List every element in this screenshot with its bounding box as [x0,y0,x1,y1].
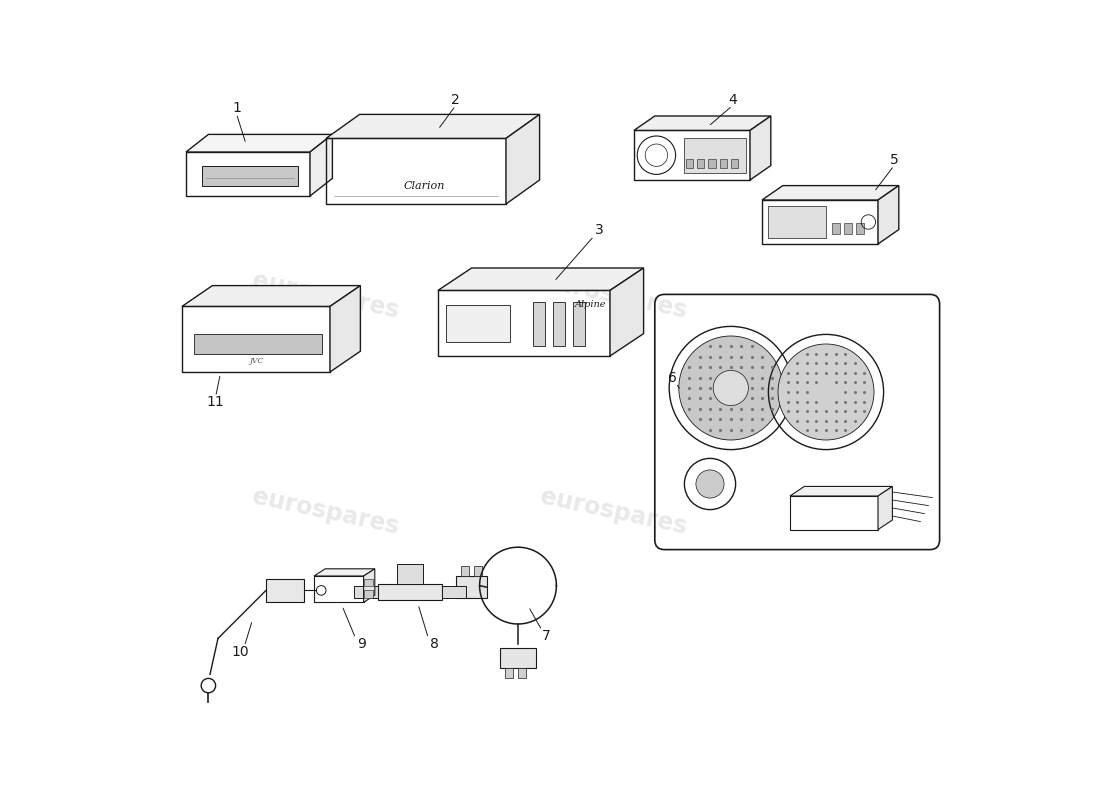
Circle shape [679,336,783,440]
Polygon shape [354,586,378,598]
Polygon shape [750,116,771,180]
Polygon shape [456,576,487,598]
Text: Clarion: Clarion [404,182,444,191]
Text: eurospares: eurospares [538,485,690,539]
Polygon shape [397,564,422,584]
Polygon shape [518,668,526,678]
Polygon shape [310,134,332,196]
Text: eurospares: eurospares [538,269,690,323]
Polygon shape [182,286,361,306]
Polygon shape [730,159,738,168]
Polygon shape [505,668,514,678]
Text: 4: 4 [728,93,737,107]
Polygon shape [634,116,771,130]
Polygon shape [573,302,585,346]
Polygon shape [326,114,540,138]
Polygon shape [878,186,899,244]
Polygon shape [202,166,298,186]
Polygon shape [446,305,510,342]
Polygon shape [708,159,716,168]
Circle shape [696,470,724,498]
Polygon shape [500,648,536,668]
Text: 9: 9 [356,637,365,651]
Polygon shape [186,134,332,152]
Text: eurospares: eurospares [251,269,402,323]
Polygon shape [878,486,892,530]
Polygon shape [769,206,826,238]
Polygon shape [697,159,704,168]
Polygon shape [378,584,442,600]
Polygon shape [856,223,864,234]
Polygon shape [532,302,546,346]
Text: 6: 6 [668,371,676,386]
Polygon shape [266,579,305,602]
Polygon shape [790,486,892,496]
Circle shape [778,344,874,440]
Polygon shape [832,223,839,234]
Polygon shape [762,186,899,200]
Polygon shape [686,159,693,168]
Text: Alpine: Alpine [574,300,606,309]
Polygon shape [844,223,851,234]
Polygon shape [364,569,375,602]
Polygon shape [552,302,565,346]
Text: 10: 10 [232,645,250,659]
Text: 7: 7 [541,629,550,643]
Polygon shape [364,590,373,598]
Polygon shape [438,268,644,290]
Polygon shape [506,114,540,204]
Polygon shape [314,569,375,576]
Polygon shape [474,566,482,576]
Text: 2: 2 [451,93,460,107]
Circle shape [713,370,748,406]
Text: eurospares: eurospares [251,485,402,539]
Text: 11: 11 [207,395,224,410]
Polygon shape [442,586,466,598]
Polygon shape [683,138,746,173]
Polygon shape [461,566,470,576]
Text: 1: 1 [232,101,241,115]
Text: JVC: JVC [249,357,263,365]
Polygon shape [719,159,727,168]
Text: 3: 3 [595,223,604,238]
Text: 8: 8 [430,637,439,651]
Polygon shape [330,286,361,372]
Polygon shape [194,334,322,354]
Polygon shape [610,268,643,356]
Polygon shape [364,579,373,586]
Text: 5: 5 [890,153,899,167]
